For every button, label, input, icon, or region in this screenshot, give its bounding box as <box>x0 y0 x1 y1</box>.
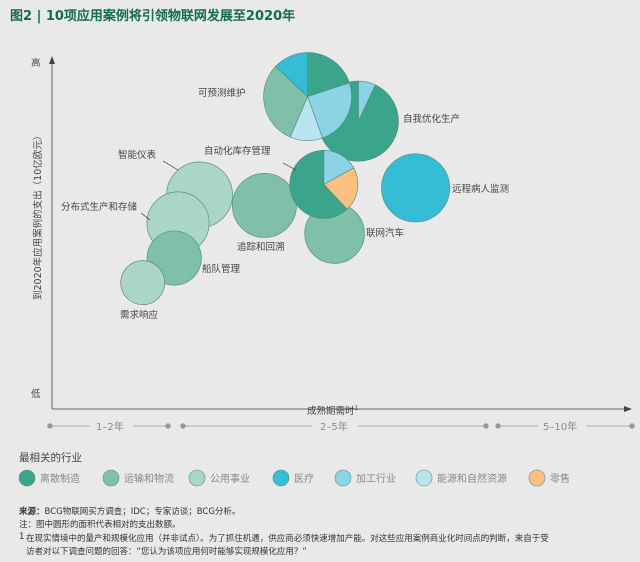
bubble-slice <box>232 173 297 238</box>
chart-title: 图2 | 10项应用案例将引领物联网发展至2020年 <box>10 8 295 24</box>
y-high-label: 高 <box>31 57 41 69</box>
footnote-mark: 1 <box>19 532 24 542</box>
bubble-remote-patient-monitoring <box>381 153 451 223</box>
legend-item: 加工行业 <box>334 469 396 487</box>
legend-label: 零售 <box>550 472 570 485</box>
label-demand-response: 需求响应 <box>120 309 159 321</box>
legend-swatch <box>334 469 352 487</box>
leader-line <box>282 162 297 171</box>
pie-slice <box>275 52 308 98</box>
legend-title: 最相关的行业 <box>19 451 82 464</box>
legend-swatch <box>528 469 546 487</box>
bubble-slice <box>120 260 166 305</box>
bubbles <box>120 52 451 305</box>
legend-item: 零售 <box>528 469 570 487</box>
source-label: 来源： <box>18 506 45 517</box>
source-note: 来源：BCG物联网买方调查；IDC；专家访谈；BCG分析。 <box>18 506 240 517</box>
footnote-line-1: 在现实情境中的量产和规模化应用（并非试点）。为了抓住机遇，供应商必须快速增加产能… <box>26 533 549 544</box>
legend-label: 公用事业 <box>210 472 250 485</box>
label-self-optimizing-production: 自我优化生产 <box>403 113 460 125</box>
legend-item: 运输和物流 <box>102 469 174 487</box>
label-track-and-trace: 追踪和回溯 <box>237 241 285 253</box>
legend-label: 能源和自然资源 <box>437 472 507 485</box>
area-note: 注：图中圆形的面积代表相对的支出数额。 <box>19 519 181 530</box>
x-segment-2-5: 2–5年 <box>320 420 348 433</box>
legend-swatch <box>272 469 290 487</box>
label-smart-meter: 智能仪表 <box>118 149 157 161</box>
bubble-slice <box>381 153 451 223</box>
bubble-predictive-maintenance <box>263 52 352 141</box>
legend-item: 离散制造 <box>18 469 80 487</box>
legend-swatch <box>188 469 206 487</box>
legend-label: 加工行业 <box>356 472 396 485</box>
x-axis-label: 成熟期需时1 <box>307 405 359 417</box>
legend-swatch <box>102 469 120 487</box>
bubble-demand-response <box>120 260 166 305</box>
x-axis-label-sup: 1 <box>355 405 359 412</box>
legend-item: 医疗 <box>272 469 314 487</box>
pie-slice <box>289 149 348 219</box>
label-predictive-maintenance: 可预测维护 <box>198 87 246 99</box>
label-remote-patient-monitoring: 远程病人监测 <box>452 183 509 195</box>
label-distributed-generation: 分布式生产和存储 <box>61 201 138 213</box>
y-low-label: 低 <box>31 388 41 400</box>
y-axis-label: 到2020年应用案例的支出（10亿欧元） <box>32 131 44 300</box>
legend-swatch <box>18 469 36 487</box>
pie-slice <box>263 66 308 138</box>
x-segment-1-2: 1–2年 <box>96 420 124 433</box>
bubble-track-and-trace <box>232 173 297 238</box>
legend-label: 离散制造 <box>40 472 80 485</box>
legend-item: 公用事业 <box>188 469 250 487</box>
x-axis-arrow-icon <box>624 406 632 412</box>
bubble-automated-inventory <box>289 149 359 219</box>
footnote-line-2: 访者对以下调查问题的回答：“您认为该项应用何时能够实现规模化应用？” <box>26 546 307 557</box>
legend-item: 能源和自然资源 <box>415 469 507 487</box>
label-automated-inventory: 自动化库存管理 <box>204 145 271 157</box>
source-text: BCG物联网买方调查；IDC；专家访谈；BCG分析。 <box>45 506 241 517</box>
x-segment-5-10: 5–10年 <box>543 420 577 433</box>
x-timeline <box>47 423 635 429</box>
pie-slice <box>307 82 352 139</box>
legend-label: 医疗 <box>294 472 314 485</box>
leader-line <box>140 212 151 221</box>
y-axis-arrow-icon <box>49 56 55 64</box>
label-fleet-management: 船队管理 <box>202 263 241 275</box>
legend-swatch <box>415 469 433 487</box>
label-connected-car: 联网汽车 <box>366 227 404 239</box>
legend-label: 运输和物流 <box>124 472 174 485</box>
pie-slice <box>307 52 350 98</box>
leader-line <box>162 160 179 171</box>
x-axis-label-text: 成熟期需时 <box>307 405 355 417</box>
pie-slice <box>323 167 359 210</box>
legend: 离散制造 运输和物流 公用事业 医疗 加工行业 能源和自然资源 零售 <box>18 469 570 487</box>
